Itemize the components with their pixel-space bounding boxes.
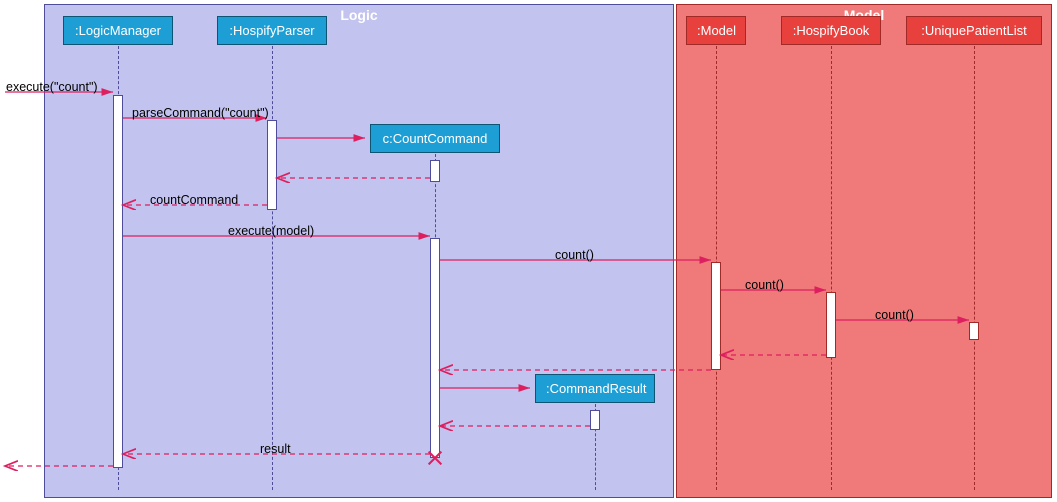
activation-hp <box>267 120 277 210</box>
message-label: execute("count") <box>6 80 98 94</box>
activation-hb <box>826 292 836 358</box>
message-label: result <box>260 442 291 456</box>
activation-upl <box>969 322 979 340</box>
participant-model: :Model <box>686 16 746 45</box>
participant-hospifyParser: :HospifyParser <box>217 16 327 45</box>
participant-countCommand: c:CountCommand <box>370 124 500 153</box>
participant-commandResult: :CommandResult <box>535 374 655 403</box>
participant-hospifyBook: :HospifyBook <box>781 16 881 45</box>
sequence-diagram: Logic Model :LogicManager :HospifyParser c… <box>0 0 1057 502</box>
destroy-icon <box>427 450 443 466</box>
model-region: Model <box>676 4 1052 498</box>
message-label: count() <box>875 308 914 322</box>
message-label: execute(model) <box>228 224 314 238</box>
activation-mdl <box>711 262 721 370</box>
lifeline-hospifyBook <box>831 46 832 490</box>
activation-lm <box>113 95 123 468</box>
lifeline-hospifyParser <box>272 46 273 490</box>
activation-cc2 <box>430 238 440 458</box>
participant-logicManager: :LogicManager <box>63 16 173 45</box>
message-label: count() <box>555 248 594 262</box>
message-label: countCommand <box>150 193 238 207</box>
activation-cc1 <box>430 160 440 182</box>
participant-uniquePatients: :UniquePatientList <box>906 16 1042 45</box>
activation-cr <box>590 410 600 430</box>
lifeline-uniquePatients <box>974 46 975 490</box>
message-label: parseCommand("count") <box>132 106 269 120</box>
message-label: count() <box>745 278 784 292</box>
logic-region-title: Logic <box>340 7 377 23</box>
